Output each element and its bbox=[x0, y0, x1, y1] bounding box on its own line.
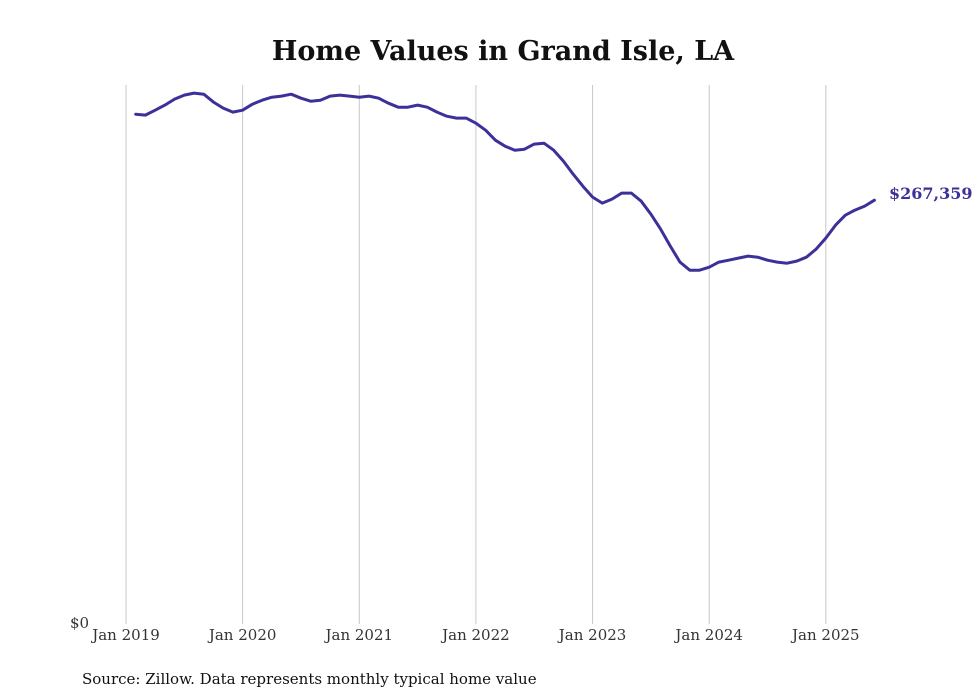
x-tick-label: Jan 2023 bbox=[557, 626, 627, 644]
series-line bbox=[134, 91, 876, 272]
x-tick-label: Jan 2020 bbox=[207, 626, 277, 644]
x-tick-label: Jan 2022 bbox=[440, 626, 510, 644]
x-tick-label: Jan 2021 bbox=[323, 626, 393, 644]
chart-title: Home Values in Grand Isle, LA bbox=[272, 36, 735, 67]
x-tick-label: Jan 2024 bbox=[673, 626, 743, 644]
x-tick-label: Jan 2025 bbox=[790, 626, 860, 644]
x-tick-label: Jan 2019 bbox=[90, 626, 160, 644]
end-value-label: $267,359 bbox=[889, 184, 973, 203]
y-tick-label: $0 bbox=[70, 614, 89, 632]
source-note: Source: Zillow. Data represents monthly … bbox=[82, 670, 537, 688]
